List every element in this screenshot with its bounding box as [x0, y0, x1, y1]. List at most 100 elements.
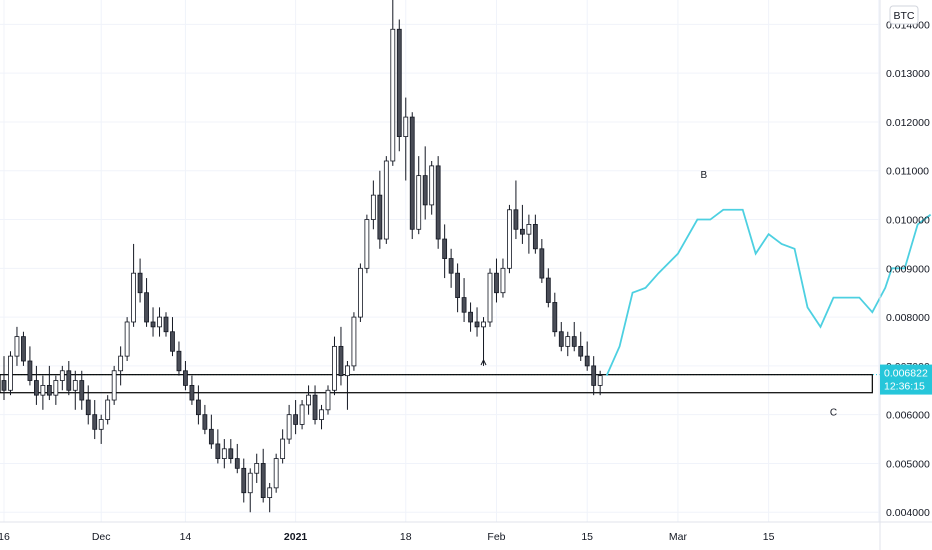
candle-body: [105, 399, 111, 420]
candle-body: [578, 345, 584, 357]
candle-body: [383, 160, 389, 240]
time-axis: 16 Dec 14 2021 18 Feb 15 Mar 15: [0, 521, 932, 543]
candle-body: [364, 219, 370, 269]
candle-body: [241, 467, 247, 494]
price-tick-label: 0.008000: [886, 312, 930, 324]
candle-body: [202, 414, 208, 430]
candle-body: [273, 458, 279, 489]
candle-body: [507, 209, 512, 269]
candle-body: [118, 355, 124, 372]
candle-body: [332, 345, 337, 391]
candle-body: [558, 331, 564, 347]
candle-body: [228, 448, 234, 459]
candles: [1, 0, 603, 513]
candle-body: [500, 267, 506, 294]
price-tick-label: 0.006000: [886, 410, 930, 422]
annotation-c: C: [830, 408, 837, 419]
candle-body: [370, 194, 376, 220]
support-zone: [0, 374, 873, 394]
candle-body: [98, 419, 104, 430]
support-zone-box: [0, 374, 873, 394]
candle-body: [1, 380, 7, 391]
price-tick-label: 0.012000: [886, 117, 930, 129]
bar-countdown: 12:36:15: [884, 381, 925, 393]
candle-body: [474, 321, 480, 328]
price-tick-label: 0.010000: [886, 215, 930, 227]
candle-body: [137, 272, 143, 294]
candle-body: [170, 331, 175, 352]
candle-body: [461, 297, 467, 313]
candle-body: [455, 272, 461, 298]
candle-body: [377, 194, 383, 240]
candle-body: [532, 224, 538, 250]
candle-body: [92, 414, 98, 430]
candle-body: [14, 336, 20, 357]
candle-body: [254, 463, 260, 474]
candle-body: [46, 385, 52, 396]
candle-body: [72, 380, 78, 391]
candle-body: [131, 272, 137, 323]
candle-body: [312, 394, 318, 420]
candle-body: [565, 336, 571, 347]
candle-body: [260, 463, 266, 499]
time-tick-label: Dec: [92, 531, 111, 543]
candle-body: [545, 277, 551, 303]
price-tick-label: 0.005000: [886, 458, 930, 470]
candle-body: [539, 248, 545, 279]
time-tick-label: 2021: [284, 531, 308, 543]
candle-body: [468, 311, 473, 323]
candle-body: [150, 321, 156, 328]
candle-body: [157, 316, 162, 328]
time-tick-label: 15: [763, 531, 775, 543]
candle-body: [124, 321, 130, 357]
candle-body: [448, 258, 454, 274]
price-tick-label: 0.004000: [886, 507, 930, 519]
time-tick-label: 18: [400, 531, 412, 543]
candle-body: [442, 238, 448, 259]
candle-body: [319, 409, 324, 420]
candle-body: [111, 370, 117, 401]
candle-body: [183, 370, 188, 386]
candle-body: [40, 385, 46, 396]
candle-body: [306, 394, 311, 406]
candle-body: [390, 28, 396, 162]
candle-body: [345, 365, 350, 377]
candle-body: [195, 399, 201, 416]
price-tick-label: 0.009000: [886, 263, 930, 275]
time-tick-label: 16: [0, 531, 10, 543]
last-price-badge: [880, 364, 932, 395]
projection-path: [605, 208, 932, 377]
candle-body: [66, 370, 72, 391]
candle-body: [357, 267, 363, 318]
candle-body: [21, 336, 26, 362]
candle-body: [552, 302, 558, 333]
candle-body: [571, 336, 577, 347]
price-tick-label: 0.013000: [886, 68, 930, 80]
candle-body: [396, 28, 402, 137]
last-price-value: 0.006822: [884, 368, 928, 380]
candle-body: [215, 443, 221, 459]
currency-label: BTC: [894, 10, 915, 22]
candle-body: [8, 355, 13, 391]
candle-body: [176, 350, 182, 372]
time-tick-label: 14: [180, 531, 192, 543]
candle-body: [597, 375, 603, 386]
time-tick-label: Feb: [487, 531, 505, 543]
candle-body: [34, 380, 39, 396]
candle-body: [584, 355, 590, 367]
candle-body: [513, 209, 519, 230]
candle-body: [325, 389, 331, 411]
candle-body: [189, 385, 195, 401]
candle-body: [53, 380, 59, 396]
candle-body: [163, 316, 169, 333]
candle-body: [520, 228, 525, 235]
currency-badge: [889, 5, 919, 25]
candle-body: [526, 224, 532, 235]
candle-body: [85, 399, 91, 416]
candle-body: [234, 458, 240, 469]
candle-body: [403, 116, 409, 137]
candle-body: [299, 404, 305, 425]
